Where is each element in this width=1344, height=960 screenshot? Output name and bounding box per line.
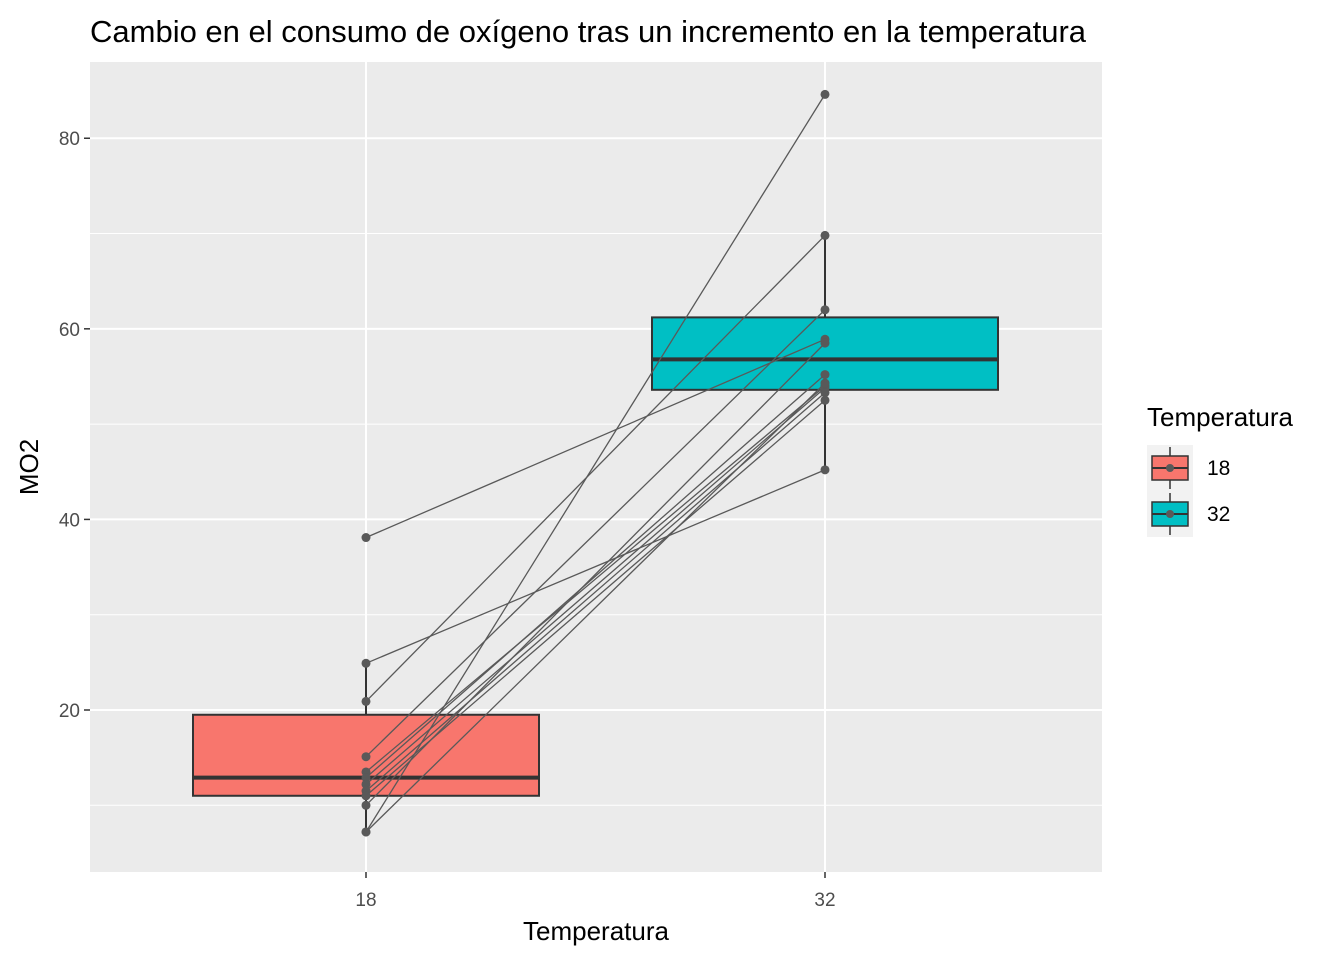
legend-entry-32: 32 [1147, 491, 1230, 537]
point-18 [361, 779, 371, 789]
y-tick-label: 20 [59, 701, 80, 722]
pair-line [365, 392, 826, 792]
points [361, 89, 830, 837]
pair-line [365, 94, 826, 833]
legend: Temperatura 18 32 [1147, 402, 1293, 537]
point-32 [820, 378, 830, 388]
pair-line [365, 342, 826, 806]
pair-line [365, 309, 826, 758]
point-18 [361, 773, 371, 783]
point-18 [361, 696, 371, 706]
pair-line [365, 385, 826, 773]
y-tick-label: 40 [59, 510, 80, 531]
point-18 [361, 752, 371, 762]
y-axis: 20 40 60 80 [59, 129, 90, 722]
point-18 [361, 827, 371, 837]
point-32 [820, 395, 830, 405]
chart-title: Cambio en el consumo de oxígeno tras un … [90, 14, 1087, 49]
pair-line [365, 382, 826, 833]
legend-entry-18: 18 [1147, 445, 1230, 491]
x-tick-label: 18 [355, 890, 376, 911]
point-18 [361, 533, 371, 543]
point-32 [820, 89, 830, 99]
point-32 [820, 338, 830, 348]
x-axis: 18 32 [355, 872, 836, 911]
legend-key-point [1166, 464, 1174, 472]
point-32 [820, 305, 830, 315]
point-32 [820, 230, 830, 240]
legend-label: 18 [1207, 457, 1230, 480]
pair-line [365, 399, 826, 797]
point-18 [361, 800, 371, 810]
pair-line [365, 234, 826, 702]
legend-label: 32 [1207, 503, 1230, 526]
pair-lines [365, 94, 826, 833]
grid-minor [90, 233, 1102, 806]
point-32 [820, 388, 830, 398]
x-axis-title: Temperatura [523, 916, 669, 946]
x-tick-label: 32 [814, 890, 835, 911]
pair-line [365, 469, 826, 664]
pair-line [365, 338, 826, 539]
point-18 [361, 658, 371, 668]
legend-key-point [1166, 510, 1174, 518]
pair-line [365, 374, 826, 779]
y-tick-label: 60 [59, 320, 80, 341]
point-18 [361, 791, 371, 801]
y-tick-label: 80 [59, 129, 80, 150]
legend-title: Temperatura [1147, 402, 1293, 432]
point-32 [820, 465, 830, 475]
point-32 [820, 370, 830, 380]
y-axis-title: MO2 [14, 439, 44, 495]
pair-line [365, 387, 826, 785]
